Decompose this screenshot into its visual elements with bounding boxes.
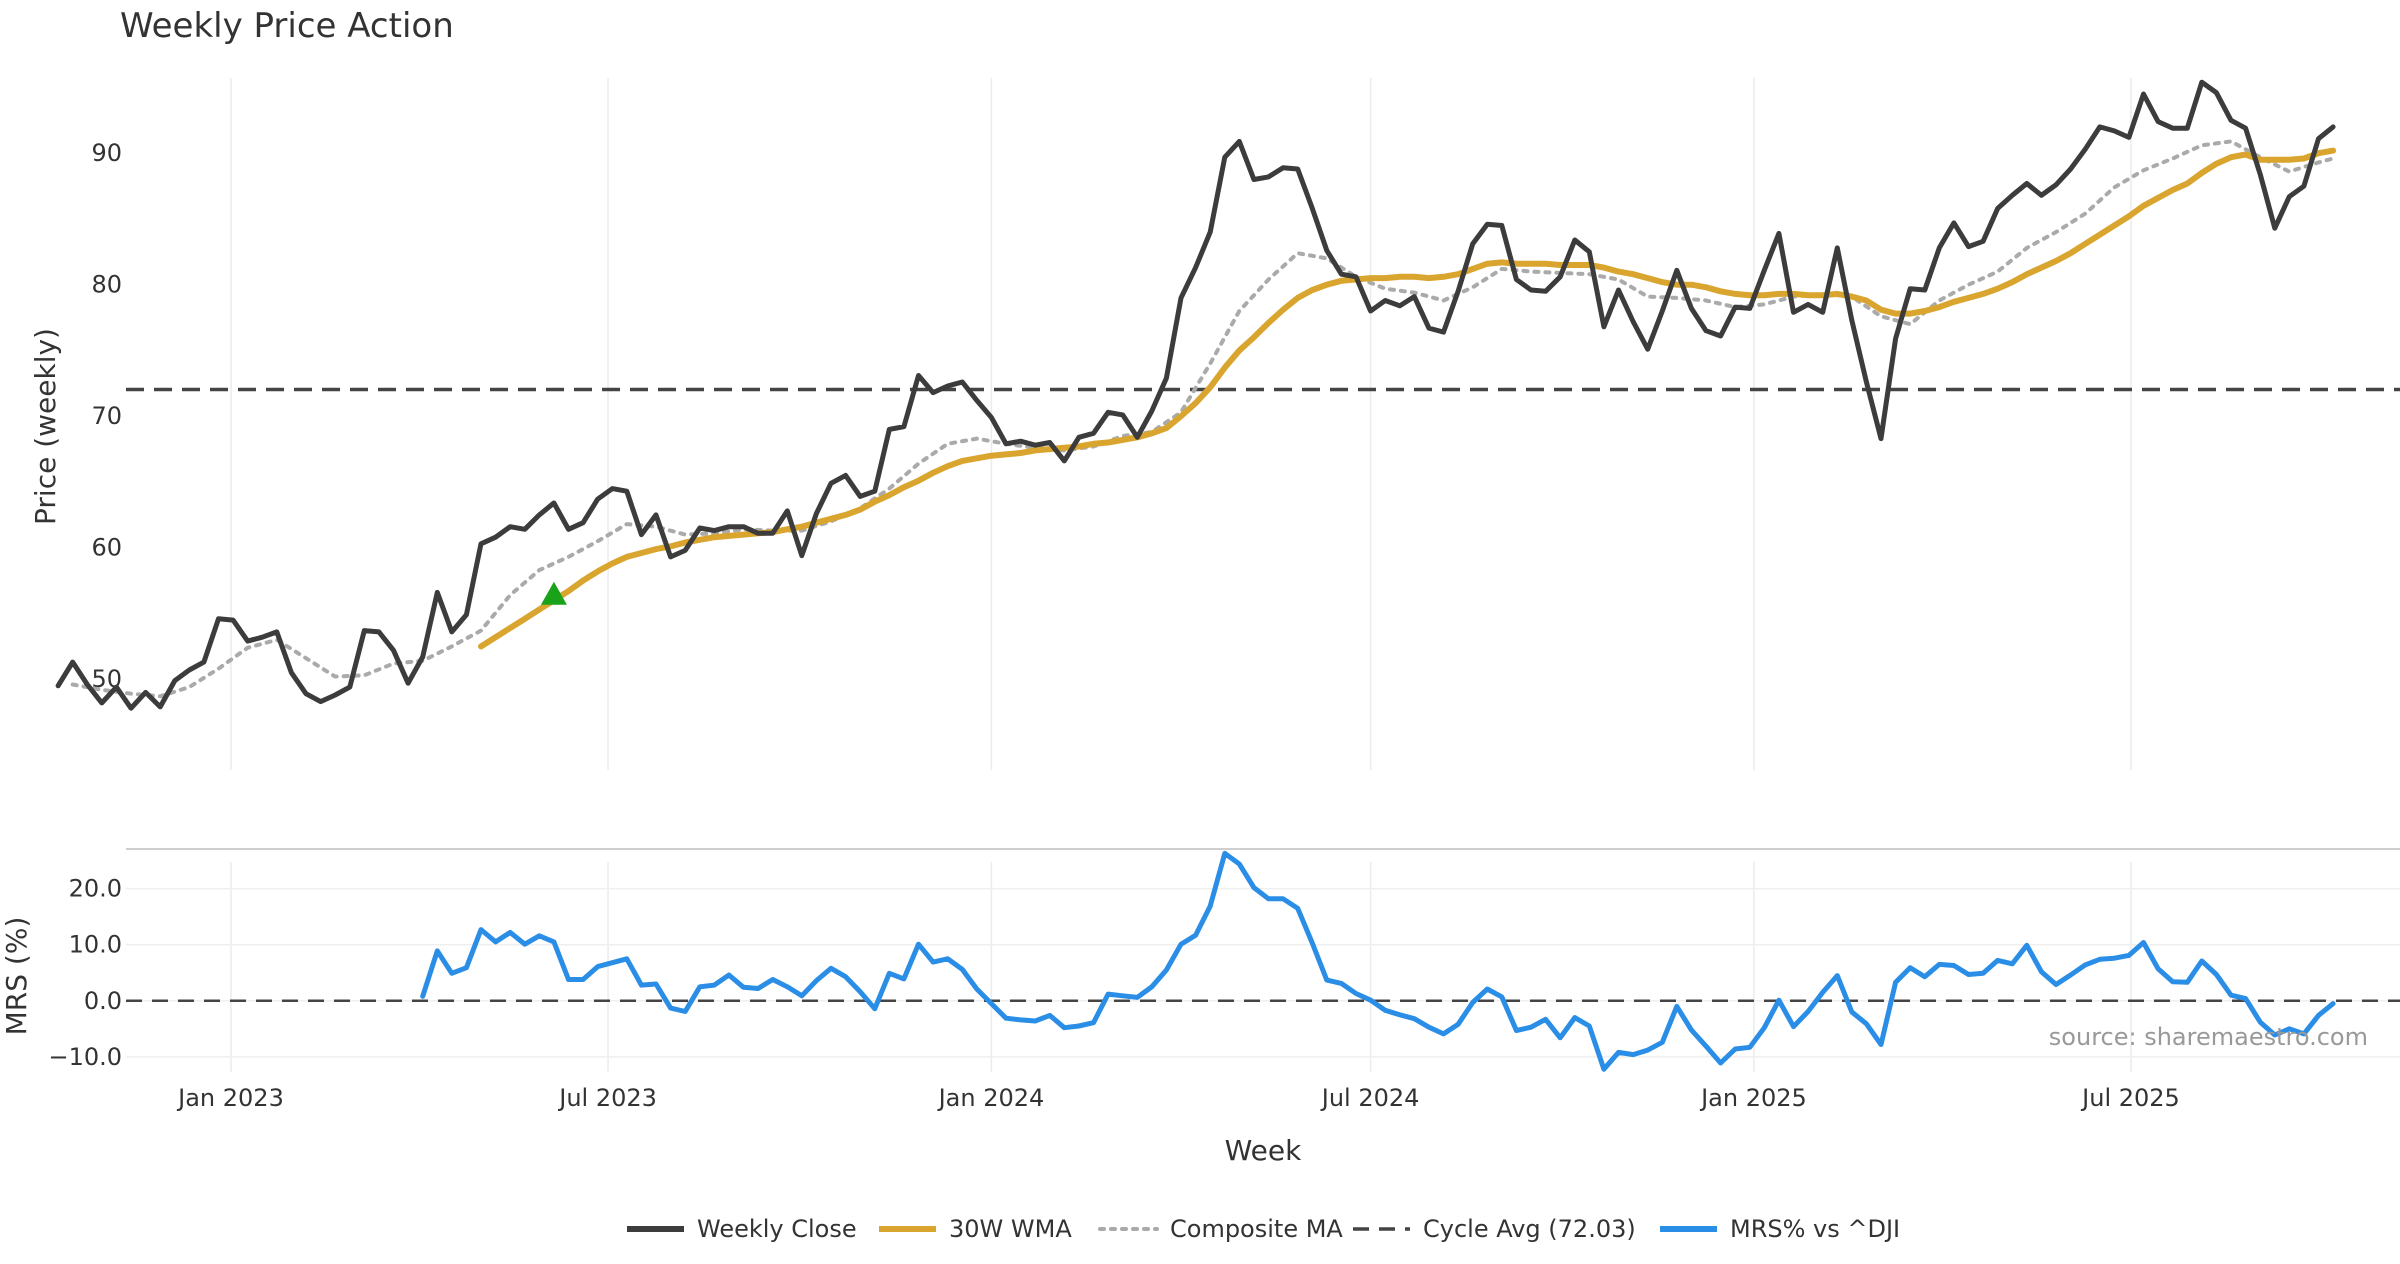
x-tick-label: Jan 2025 xyxy=(1699,1084,1807,1112)
mrs-tick-label-y: 20.0 xyxy=(69,875,122,903)
series-line-mrs-vs-dji xyxy=(420,850,2336,1072)
x-tick-label: Jan 2023 xyxy=(176,1084,284,1112)
series-line-weekly-close xyxy=(55,79,2336,711)
price-tick-label-y: 80 xyxy=(91,271,122,299)
x-tick-label: Jul 2023 xyxy=(557,1084,657,1112)
chart-title: Weekly Price Action xyxy=(120,6,454,46)
mrs-tick-label-y: −10.0 xyxy=(48,1043,122,1071)
x-axis-title: Week xyxy=(1225,1134,1302,1167)
legend-label: Weekly Close xyxy=(697,1215,857,1243)
mrs-axis-title: MRS (%) xyxy=(0,917,33,1036)
price-tick-label-y: 60 xyxy=(91,534,122,562)
x-tick-label: Jan 2024 xyxy=(937,1084,1045,1112)
source-note: source: sharemaestro.com xyxy=(2049,1023,2368,1051)
legend-label: Composite MA xyxy=(1170,1215,1343,1243)
legend-label: MRS% vs ^DJI xyxy=(1730,1215,1900,1243)
mrs-tick-label-y: 0.0 xyxy=(84,987,122,1015)
price-tick-label-y: 90 xyxy=(91,139,122,167)
x-tick-label: Jul 2024 xyxy=(1320,1084,1420,1112)
x-tick-label: Jul 2025 xyxy=(2080,1084,2180,1112)
mrs-tick-label-y: 10.0 xyxy=(69,931,122,959)
series-line-30w-wma xyxy=(478,147,2337,650)
price-tick-label-y: 70 xyxy=(91,402,122,430)
legend-label: Cycle Avg (72.03) xyxy=(1423,1215,1636,1243)
buy-signal-marker xyxy=(540,581,567,605)
legend-label: 30W WMA xyxy=(949,1215,1072,1243)
price-axis-title: Price (weekly) xyxy=(29,328,62,525)
series-line-composite-ma xyxy=(70,139,2336,699)
